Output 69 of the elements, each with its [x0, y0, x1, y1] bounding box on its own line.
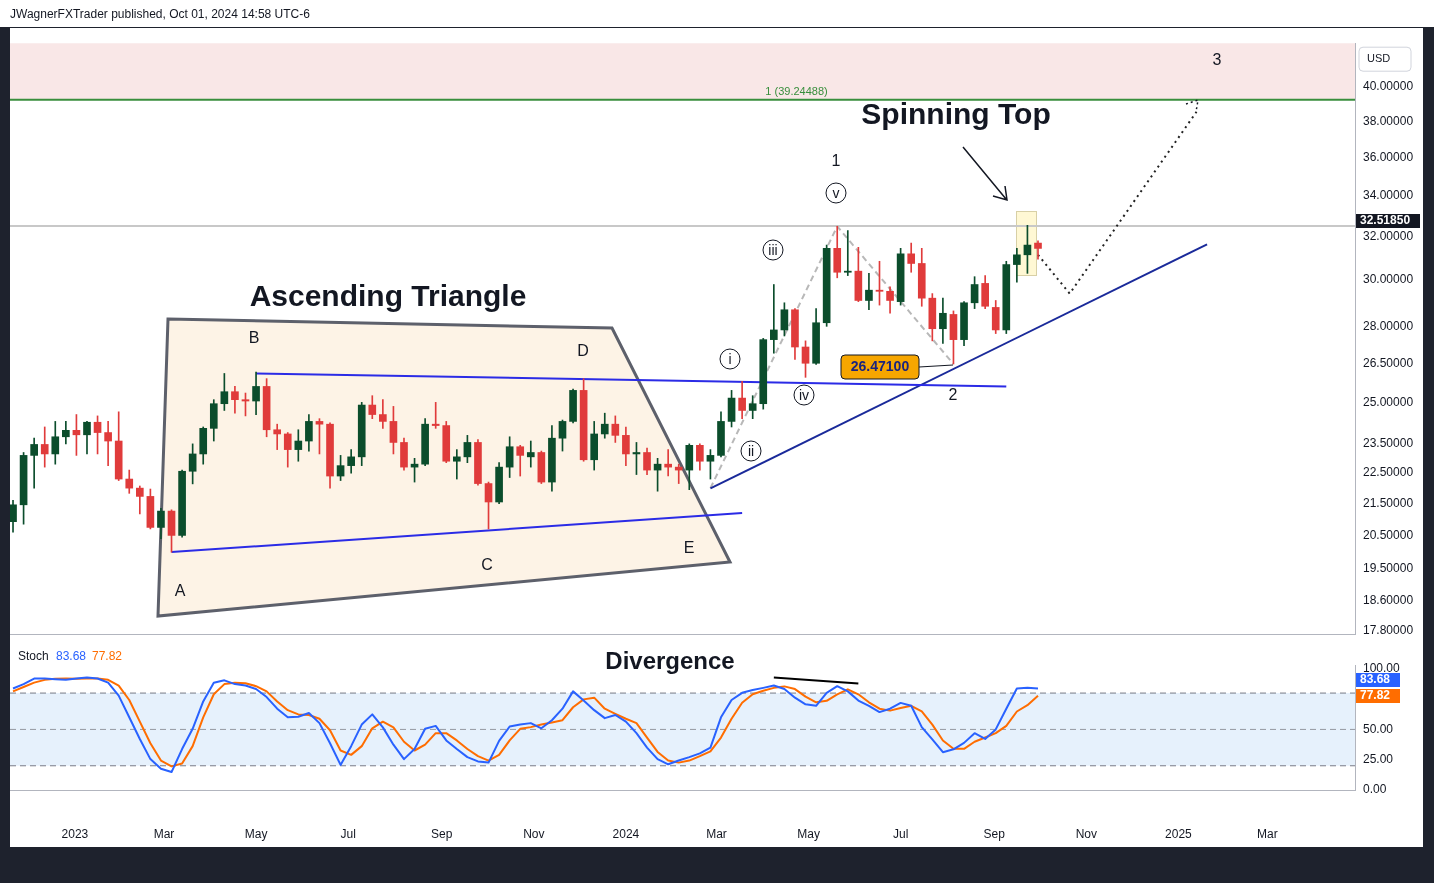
annotation: 3 [1212, 51, 1222, 69]
y-tick-label: 26.50000 [1363, 355, 1414, 370]
candlestick [843, 230, 852, 276]
annotation: iii [768, 241, 778, 258]
y-tick-label: 50.00 [1363, 721, 1394, 736]
text: JWagnerFXTrader published, Oct 01, 2024 14:58 UTC-6 [10, 7, 310, 21]
candlestick [104, 421, 112, 466]
candlestick [452, 449, 461, 480]
annotation: 2 [948, 386, 958, 404]
x-tick-label: Mar [1257, 826, 1278, 841]
annotation: ii [747, 442, 755, 459]
y-tick-label: 32.00000 [1363, 229, 1414, 244]
y-tick-label: 19.50000 [1363, 561, 1414, 576]
y-tick-label: 28.00000 [1363, 318, 1414, 333]
annotation: D [577, 342, 589, 360]
x-tick-label: Mar [153, 826, 175, 841]
x-tick-label: Jul [892, 826, 909, 841]
y-tick-label: 23.50000 [1363, 436, 1414, 451]
ref-line-label: 1 (39.24488) [765, 85, 828, 98]
text: 77.82 [92, 649, 123, 664]
y-tick-label: 25.00000 [1363, 394, 1414, 409]
candlestick [379, 399, 387, 429]
y-tick-label: 30.00000 [1363, 272, 1414, 287]
candlestick [30, 437, 38, 489]
y-tick-label: 22.50000 [1363, 465, 1414, 480]
x-tick-label: Sep [431, 826, 453, 841]
annotation: C [481, 556, 493, 574]
y-tick-label: 0.00 [1363, 782, 1387, 797]
y-tick-label: 20.50000 [1363, 527, 1414, 542]
candlestick [770, 284, 778, 354]
annotation: A [174, 582, 186, 600]
x-tick-label: 2024 [612, 826, 640, 841]
y-axis-title: USD [1367, 52, 1391, 65]
ref-line-label: 32.51850 [1360, 213, 1411, 228]
y-tick-label: 34.00000 [1363, 188, 1414, 203]
candlestick [431, 402, 440, 429]
x-tick-label: Sep [983, 826, 1006, 841]
x-tick-label: Jul [340, 826, 356, 841]
candlestick [294, 429, 303, 462]
candlestick [273, 423, 282, 450]
annotation: v [832, 184, 840, 201]
annotation: 26.47100 [850, 357, 910, 374]
text: 83.68 [1360, 672, 1391, 687]
x-tick-label: Mar [706, 826, 727, 841]
x-tick-label: Nov [1075, 826, 1097, 841]
y-tick-label: 38.00000 [1363, 113, 1414, 128]
text: 77.82 [1360, 688, 1391, 703]
candlestick [526, 440, 535, 468]
x-tick-label: 2025 [1165, 826, 1193, 841]
y-tick-label: 17.80000 [1363, 622, 1414, 637]
annotation: Divergence [605, 646, 735, 674]
annotation: 1 [831, 152, 841, 170]
annotation: Spinning Top [861, 97, 1051, 131]
y-tick-label: 36.00000 [1363, 150, 1414, 165]
x-tick-label: May [244, 826, 268, 841]
annotation: iv [798, 386, 810, 403]
annotation: B [248, 329, 260, 347]
text: 83.68 [56, 649, 87, 664]
annotation: Ascending Triangle [249, 279, 527, 313]
x-tick-label: Nov [523, 826, 545, 841]
annotation: E [683, 539, 695, 557]
y-tick-label: 25.00 [1363, 752, 1394, 767]
annotation: i [728, 350, 732, 367]
y-tick-label: 40.00000 [1363, 79, 1414, 94]
x-tick-label: 2023 [61, 826, 89, 841]
chart-title: Stoch [18, 649, 49, 664]
y-tick-label: 21.50000 [1363, 495, 1414, 510]
y-tick-label: 18.60000 [1363, 593, 1414, 608]
x-tick-label: May [797, 826, 820, 841]
